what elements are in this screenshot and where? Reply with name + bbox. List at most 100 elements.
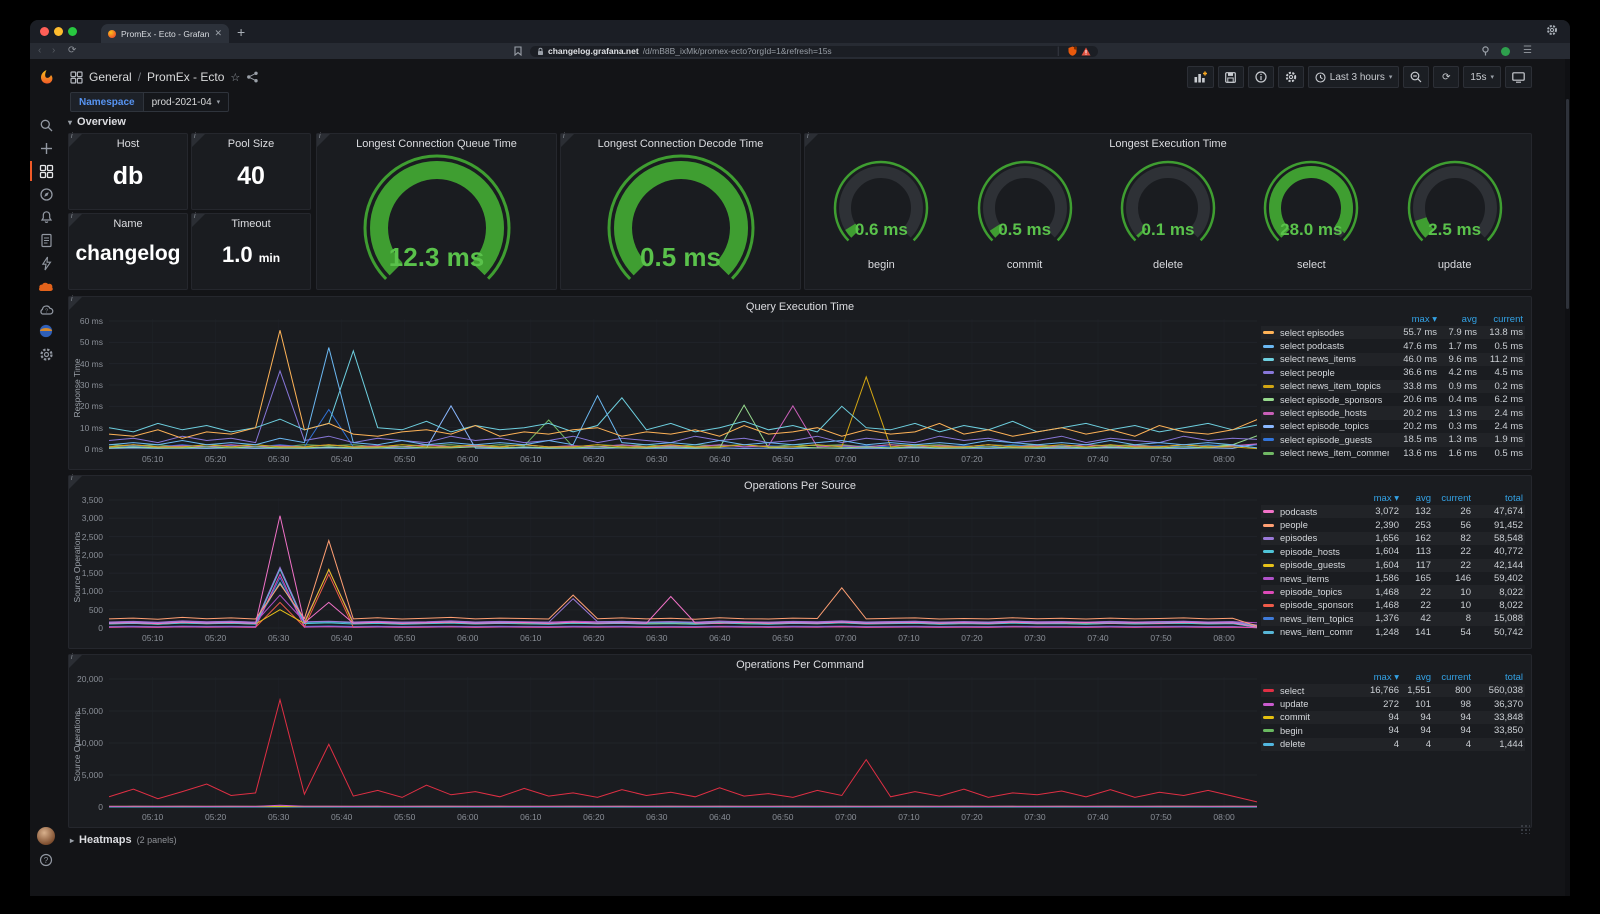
panel-info-corner-icon[interactable] bbox=[192, 213, 205, 227]
panel-host-stat[interactable]: Host db bbox=[68, 133, 188, 210]
search-icon[interactable] bbox=[38, 117, 54, 133]
legend-series-name[interactable]: select episodes bbox=[1280, 327, 1345, 338]
legend-series-name[interactable]: select news_item_comments bbox=[1280, 448, 1389, 459]
reload-button[interactable]: ⟳ bbox=[68, 45, 77, 56]
browser-settings-gear-icon[interactable] bbox=[1546, 24, 1558, 36]
legend-series-name[interactable]: episode_sponsors bbox=[1280, 600, 1353, 611]
legend-row[interactable]: episode_hosts 1,604 113 22 40,772 bbox=[1261, 545, 1525, 558]
back-button[interactable]: ‹ bbox=[38, 45, 42, 56]
panel-info-corner-icon[interactable] bbox=[69, 213, 82, 227]
legend-series-name[interactable]: select episode_hosts bbox=[1280, 408, 1367, 419]
legend-series-name[interactable]: commit bbox=[1280, 712, 1310, 723]
scrollbar-track[interactable] bbox=[1565, 59, 1570, 896]
legend-row[interactable]: news_item_topics 1,376 42 8 15,088 bbox=[1261, 612, 1525, 625]
time-series-plot[interactable]: 05:10 05:20 05:30 05:40 05:50 06:00 06:10 06:20… bbox=[82, 495, 1257, 643]
add-panel-button[interactable] bbox=[1186, 66, 1214, 88]
legend-row[interactable]: select people 36.6 ms 4.2 ms 4.5 ms bbox=[1261, 366, 1525, 379]
panel-query-execution-time[interactable]: Query Execution Time Response Time 05:10… bbox=[68, 296, 1532, 470]
namespace-variable[interactable]: Namespace prod-2021-04 ▾ bbox=[70, 92, 230, 112]
legend-series-name[interactable]: select episode_guests bbox=[1280, 434, 1372, 445]
panel-info-corner-icon[interactable] bbox=[69, 654, 82, 668]
legend-series-name[interactable]: begin bbox=[1280, 725, 1303, 736]
cloud-icon[interactable]: ? bbox=[38, 301, 54, 317]
legend-row[interactable]: podcasts 3,072 132 26 47,674 bbox=[1261, 505, 1525, 518]
legend-series-name[interactable]: episodes bbox=[1280, 533, 1318, 544]
legend-row[interactable]: episodes 1,656 162 82 58,548 bbox=[1261, 532, 1525, 545]
panel-info-corner-icon[interactable] bbox=[805, 133, 818, 147]
panel-info-corner-icon[interactable] bbox=[192, 133, 205, 147]
legend-column-max[interactable]: max ▾ bbox=[1373, 493, 1399, 504]
menu-icon[interactable]: ☰ bbox=[1523, 45, 1532, 56]
legend-series-name[interactable]: episode_topics bbox=[1280, 587, 1343, 598]
legend-row[interactable]: news_item_comments 1,248 141 54 50,742 bbox=[1261, 626, 1525, 639]
grafana-logo-icon[interactable] bbox=[38, 69, 54, 85]
panel-title[interactable]: Longest Connection Decode Time bbox=[597, 138, 764, 150]
refresh-interval-picker[interactable]: 15s ▾ bbox=[1463, 66, 1501, 88]
panel-title[interactable]: Name bbox=[113, 218, 143, 230]
time-series-plot[interactable]: 05:10 05:20 05:30 05:40 05:50 06:00 06:10 06:20… bbox=[77, 674, 1257, 822]
zoom-out-button[interactable] bbox=[1403, 66, 1430, 88]
legend-row[interactable]: select news_item_topics 33.8 ms 0.9 ms 0.2 … bbox=[1261, 380, 1525, 393]
legend-series-name[interactable]: select episode_topics bbox=[1280, 421, 1369, 432]
legend-series-name[interactable]: episode_guests bbox=[1280, 560, 1346, 571]
legend-column-current[interactable]: current bbox=[1493, 314, 1523, 325]
browser-profile-avatar[interactable] bbox=[1501, 46, 1510, 56]
legend-series-name[interactable]: select episode_sponsors bbox=[1280, 394, 1383, 405]
help-icon[interactable]: ? bbox=[38, 852, 54, 868]
legend-row[interactable]: select podcasts 47.6 ms 1.7 ms 0.5 ms bbox=[1261, 339, 1525, 352]
legend-column-current[interactable]: current bbox=[1441, 493, 1471, 504]
dashboard-settings-button[interactable] bbox=[1277, 66, 1304, 88]
row-resize-handle[interactable] bbox=[1520, 824, 1530, 834]
panel-longest-execution-time[interactable]: Longest Execution Time 0.6 ms begin 0.5 ms… bbox=[804, 133, 1532, 290]
panel-title[interactable]: Host bbox=[116, 138, 140, 150]
panel-title[interactable]: Longest Connection Queue Time bbox=[356, 138, 517, 150]
scrollbar-thumb[interactable] bbox=[1566, 99, 1569, 309]
panel-title[interactable]: Longest Execution Time bbox=[1109, 138, 1227, 150]
forward-button[interactable]: › bbox=[52, 45, 56, 56]
warning-triangle-icon[interactable] bbox=[1081, 47, 1091, 56]
time-series-plot[interactable]: 05:10 05:20 05:30 05:40 05:50 06:00 06:10 06:20… bbox=[80, 316, 1257, 464]
panel-info-corner-icon[interactable] bbox=[69, 475, 82, 489]
legend-column-avg[interactable]: avg bbox=[1415, 672, 1431, 683]
window-minimize-button[interactable] bbox=[54, 27, 63, 36]
legend-row[interactable]: select news_items 46.0 ms 9.6 ms 11.2 ms bbox=[1261, 353, 1525, 366]
panel-info-corner-icon[interactable] bbox=[561, 133, 574, 147]
legend-column-avg[interactable]: avg bbox=[1461, 314, 1477, 325]
panel-name-stat[interactable]: Name changelog bbox=[68, 213, 188, 290]
legend-series-name[interactable]: select bbox=[1280, 685, 1305, 696]
browser-tab[interactable]: PromEx - Ecto - Grafana ✕ bbox=[101, 24, 229, 43]
promex-logo-icon[interactable] bbox=[38, 278, 54, 294]
legend-column-current[interactable]: current bbox=[1441, 672, 1471, 683]
legend-row[interactable]: news_items 1,586 165 146 59,402 bbox=[1261, 572, 1525, 585]
panel-title[interactable]: Timeout bbox=[231, 218, 271, 230]
bookmark-icon[interactable] bbox=[514, 46, 522, 56]
legend-row[interactable]: select episode_hosts 20.2 ms 1.3 ms 2.4 ms bbox=[1261, 406, 1525, 419]
legend-row[interactable]: select 16,766 1,551 800 560,038 bbox=[1261, 684, 1525, 697]
namespace-value-dropdown[interactable]: prod-2021-04 ▾ bbox=[143, 92, 230, 112]
legend-series-name[interactable]: select news_item_topics bbox=[1280, 381, 1381, 392]
legend-row[interactable]: episode_sponsors 1,468 22 10 8,022 bbox=[1261, 599, 1525, 612]
legend-column-max[interactable]: max ▾ bbox=[1373, 672, 1399, 683]
legend-series-name[interactable]: delete bbox=[1280, 739, 1306, 750]
panel-title[interactable]: Pool Size bbox=[227, 138, 275, 150]
lightning-icon[interactable] bbox=[38, 255, 54, 271]
dashboards-icon[interactable] bbox=[38, 163, 54, 179]
legend-series-name[interactable]: episode_hosts bbox=[1280, 546, 1340, 557]
legend-series-name[interactable]: select news_items bbox=[1280, 354, 1356, 365]
panel-info-corner-icon[interactable] bbox=[69, 133, 82, 147]
legend-series-name[interactable]: select people bbox=[1280, 367, 1335, 378]
dashboard-info-button[interactable] bbox=[1247, 66, 1274, 88]
legend-series-name[interactable]: news_items bbox=[1280, 573, 1330, 584]
legend-row[interactable]: select episode_topics 20.2 ms 0.3 ms 2.4 ms bbox=[1261, 420, 1525, 433]
settings-gear-icon[interactable] bbox=[38, 346, 54, 362]
legend-series-name[interactable]: news_item_comments bbox=[1280, 627, 1353, 638]
url-bar[interactable]: changelog.grafana.net/d/mB8B_ixMk/promex… bbox=[530, 45, 1098, 57]
legend-column-total[interactable]: total bbox=[1505, 493, 1523, 504]
legend-column-max[interactable]: max ▾ bbox=[1411, 314, 1437, 325]
star-icon[interactable]: ☆ bbox=[230, 71, 241, 84]
window-zoom-button[interactable] bbox=[68, 27, 77, 36]
alerting-bell-icon[interactable] bbox=[38, 209, 54, 225]
panel-pool-size-stat[interactable]: Pool Size 40 bbox=[191, 133, 311, 210]
legend-series-name[interactable]: news_item_topics bbox=[1280, 613, 1353, 624]
tab-close-icon[interactable]: ✕ bbox=[214, 28, 222, 38]
